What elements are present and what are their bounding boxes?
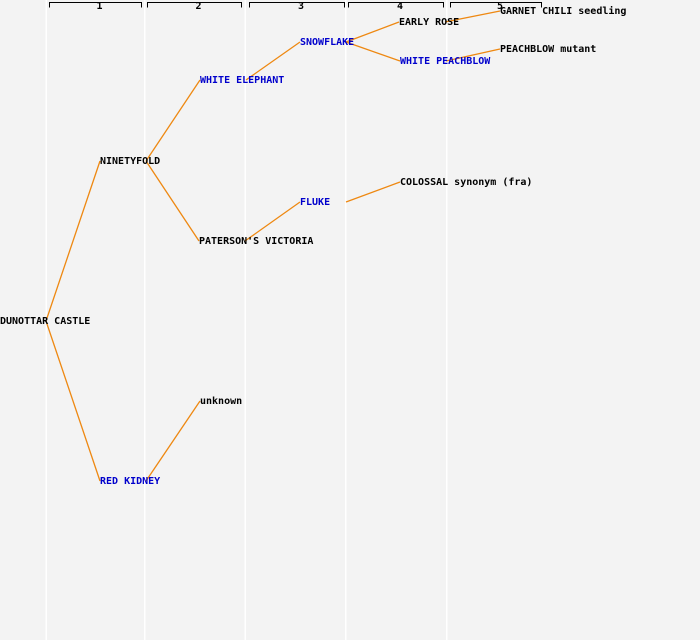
generation-bracket [348,2,444,8]
tree-node-dunottar-castle: DUNOTTAR CASTLE [0,316,91,327]
generation-bracket [147,2,242,8]
pedigree-edge-ninetyfold-to-white-elephant [145,79,201,162]
pedigree-edge-red-kidney-to-unknown [145,400,201,482]
tree-node-early-rose: EARLY ROSE [399,17,460,28]
generation-bracket [450,2,542,8]
pedigree-edges [45,10,501,482]
pedigree-edge-dunottar-castle-to-ninetyfold [45,160,101,322]
pedigree-edge-ninetyfold-to-patersons-victoria [145,160,200,242]
tree-node-fluke[interactable]: FLUKE [300,197,331,208]
tree-node-ninetyfold: NINETYFOLD [100,156,161,167]
tree-node-colossal-synonym-fra: COLOSSAL synonym (fra) [400,177,533,188]
tree-node-patersons-victoria: PATERSON'S VICTORIA [199,236,314,247]
pedigree-edge-snowflake-to-early-rose [345,21,400,43]
pedigree-edge-white-elephant-to-snowflake [245,41,301,81]
tree-node-white-peachblow[interactable]: WHITE PEACHBLOW [400,56,491,67]
tree-node-white-elephant[interactable]: WHITE ELEPHANT [200,75,285,86]
pedigree-edge-patersons-victoria-to-fluke [244,201,301,242]
generation-number-4: 4 [396,1,404,12]
generation-gridlines [45,0,448,640]
pedigree-edge-white-peachblow-to-peachblow-mutant [445,48,501,62]
pedigree-edge-dunottar-castle-to-red-kidney [45,320,101,482]
tree-node-snowflake[interactable]: SNOWFLAKE [300,37,355,48]
generation-number-1: 1 [96,1,103,12]
generation-number-3: 3 [297,1,305,12]
tree-node-garnet-chili-seedling: GARNET CHILI seedling [500,6,627,17]
tree-node-red-kidney[interactable]: RED KIDNEY [100,476,161,487]
pedigree-edge-fluke-to-colossal-synonym-fra [345,181,401,203]
tree-node-unknown: unknown [200,396,243,407]
generation-bracket [249,2,345,8]
tree-node-peachblow-mutant: PEACHBLOW mutant [500,44,597,55]
pedigree-edge-snowflake-to-white-peachblow [345,41,401,62]
generation-bracket [49,2,142,8]
pedigree-edge-early-rose-to-garnet-chili-seedling [444,10,501,23]
generation-number-5: 5 [496,1,504,12]
generation-number-2: 2 [195,1,202,12]
generation-ruler [49,2,542,8]
